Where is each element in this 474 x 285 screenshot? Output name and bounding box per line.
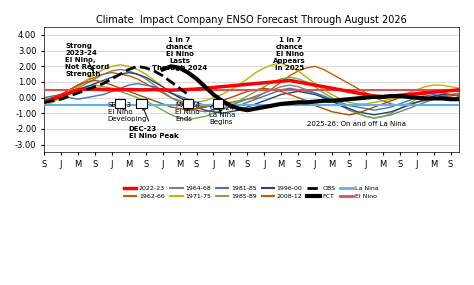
Text: 1 in 7
chance
El Nino
Lasts
Through 2024: 1 in 7 chance El Nino Lasts Through 2024 [152, 36, 207, 71]
Bar [115, 99, 126, 108]
Bar [183, 99, 193, 108]
Title: Climate  Impact Company ENSO Forecast Through August 2026: Climate Impact Company ENSO Forecast Thr… [96, 15, 407, 25]
Text: 2025-26: On and off La Nina: 2025-26: On and off La Nina [307, 121, 406, 127]
Text: MAY-24
El Nino
Ends: MAY-24 El Nino Ends [175, 102, 200, 122]
Text: SEP-23
El Nino
Developing: SEP-23 El Nino Developing [108, 102, 147, 122]
Text: 1 in 7
chance
El Nino
Appears
in 2025: 1 in 7 chance El Nino Appears in 2025 [273, 36, 306, 71]
Legend: 2022-23, 1962-66, 1964-68, 1971-75, 1981-85, 1985-89, 1996-00, 2008-12, OBS, FCT: 2022-23, 1962-66, 1964-68, 1971-75, 1981… [121, 183, 382, 202]
Text: OCT-24
La Nina
Begins: OCT-24 La Nina Begins [209, 105, 236, 125]
Text: DEC-23
El Nino Peak: DEC-23 El Nino Peak [129, 107, 178, 139]
Bar [213, 99, 223, 108]
Bar [137, 99, 146, 108]
Text: Strong
2023-24
El Nino,
Not Record
Strength: Strong 2023-24 El Nino, Not Record Stren… [65, 43, 109, 77]
